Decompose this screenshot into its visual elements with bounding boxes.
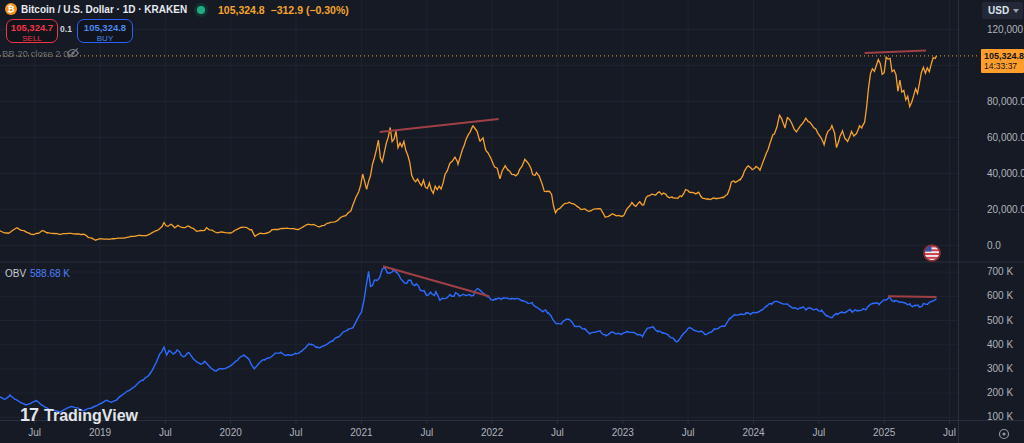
time-axis-label: 2022 — [470, 427, 514, 438]
time-axis-label: 2023 — [601, 427, 645, 438]
time-axis-label: Jul — [535, 427, 579, 438]
price-axis-label: 60,000.0 — [987, 132, 1024, 143]
obv-axis-label: 300 K — [987, 363, 1013, 374]
price-axis-label: 40,000.0 — [987, 168, 1024, 179]
obv-axis-label: 700 K — [987, 266, 1013, 277]
time-axis-label: 2020 — [209, 427, 253, 438]
price-axis-label: 0.0 — [987, 240, 1001, 251]
time-axis-label: 2024 — [732, 427, 776, 438]
obv-axis-label: 400 K — [987, 339, 1013, 350]
obv-axis-label: 100 K — [987, 411, 1013, 422]
time-axis-label: Jul — [405, 427, 449, 438]
time-axis-label: Jul — [13, 427, 57, 438]
time-axis-label: Jul — [666, 427, 710, 438]
obv-axis-label: 600 K — [987, 290, 1013, 301]
time-axis-label: 2021 — [339, 427, 383, 438]
obv-axis-label: 200 K — [987, 387, 1013, 398]
time-axis-label: Jul — [928, 427, 972, 438]
price-axis-label: 20,000.0 — [987, 204, 1024, 215]
obv-axis-label: 500 K — [987, 315, 1013, 326]
tradingview-chart: ₿ Bitcoin / U.S. Dollar · 1D · KRAKEN 10… — [0, 0, 1024, 443]
time-axis-label: Jul — [797, 427, 841, 438]
price-axis-label: 80,000.0 — [987, 96, 1024, 107]
time-axis-label: Jul — [274, 427, 318, 438]
time-axis-label: Jul — [143, 427, 187, 438]
price-axis-label: 120,000.0 — [987, 24, 1024, 35]
axis-labels: 120,000.0 80,000.0 60,000.0 40,000.0 20,000.… — [0, 0, 1024, 443]
time-axis-label: 2025 — [862, 427, 906, 438]
time-axis-label: 2019 — [78, 427, 122, 438]
